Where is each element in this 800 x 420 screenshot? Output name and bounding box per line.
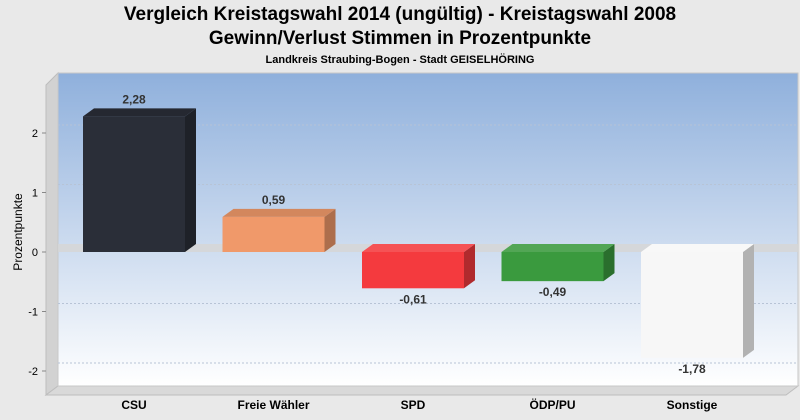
chart-title-line2: Gewinn/Verlust Stimmen in Prozentpunkte	[208, 28, 592, 49]
plot-left-wall	[45, 71, 59, 396]
x-category-label: Sonstige	[667, 398, 718, 412]
y-tick-label: -1	[28, 307, 38, 319]
bar-side	[603, 244, 615, 282]
data-label: -0,61	[399, 292, 427, 306]
y-tick-label: 1	[32, 188, 38, 200]
x-category-label: CSU	[121, 398, 146, 412]
bar-side	[464, 244, 475, 289]
bar-csu: 2,28	[83, 92, 196, 252]
bar-top	[641, 244, 754, 252]
bar-freie-w-hler: 0,59	[222, 193, 336, 252]
bar--dp-pu: -0,49	[501, 244, 615, 299]
data-label: -0,49	[539, 285, 567, 299]
data-label: 0,59	[262, 193, 286, 207]
chart-title-line1: Vergleich Kreistagswahl 2014 (ungültig) …	[123, 4, 677, 25]
chart-subtitle: Landkreis Straubing-Bogen - Stadt GEISEL…	[265, 54, 535, 66]
bar-top	[222, 208, 336, 217]
bar-front	[501, 252, 604, 282]
bar-side	[743, 244, 754, 358]
data-label: -1,78	[678, 362, 706, 376]
bar-front	[641, 252, 743, 358]
bar-side	[324, 208, 336, 252]
bar-front	[362, 252, 464, 289]
bar-spd: -0,61	[362, 244, 475, 306]
bar-front	[222, 216, 325, 252]
bar-side	[185, 108, 196, 252]
bar-top	[362, 244, 475, 252]
plot-floor	[44, 385, 800, 396]
x-category-label: SPD	[401, 398, 426, 412]
x-category-label: Freie Wähler	[237, 398, 309, 412]
data-label: 2,28	[122, 92, 146, 106]
y-tick-label: 0	[32, 247, 38, 259]
bar-top	[83, 108, 196, 117]
y-tick-label: 2	[32, 128, 38, 140]
x-category-label: ÖDP/PU	[529, 397, 575, 412]
bar-top	[501, 244, 615, 252]
bar-front	[83, 116, 185, 252]
bar-sonstige: -1,78	[641, 244, 754, 376]
y-tick-label: -2	[28, 366, 38, 378]
y-axis-label: Prozentpunkte	[11, 193, 25, 271]
